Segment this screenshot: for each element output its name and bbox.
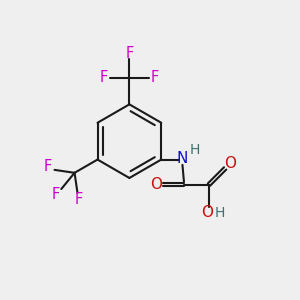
Text: O: O [202, 205, 214, 220]
Text: F: F [44, 159, 52, 174]
Text: H: H [190, 143, 200, 157]
Text: H: H [215, 206, 225, 220]
Text: O: O [224, 156, 236, 171]
Text: F: F [52, 187, 60, 202]
Text: F: F [100, 70, 108, 86]
Text: O: O [150, 177, 162, 192]
Text: F: F [75, 192, 83, 207]
Text: N: N [177, 151, 188, 166]
Text: F: F [151, 70, 159, 86]
Text: F: F [125, 46, 134, 61]
